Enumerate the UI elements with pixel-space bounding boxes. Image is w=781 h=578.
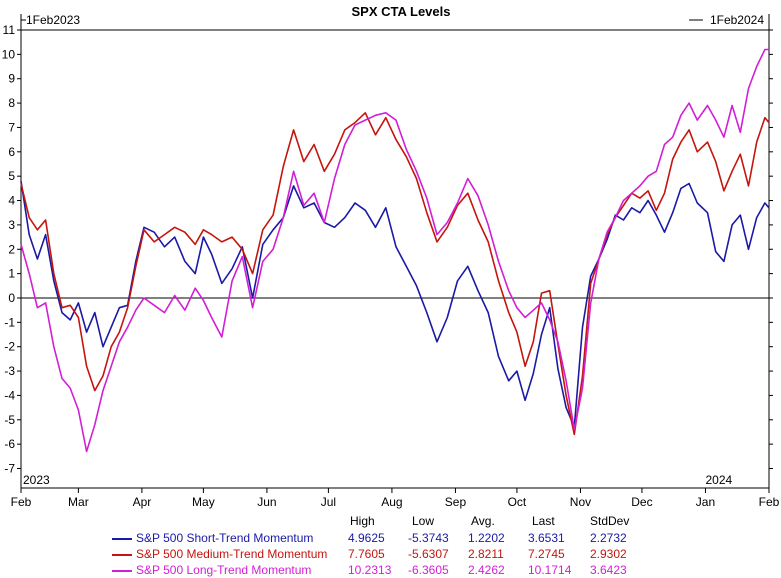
y-tick-label: 4: [8, 194, 15, 208]
legend-label-short: S&P 500 Short-Trend Momentum: [136, 531, 314, 545]
y-axis: -7 -6 -5 -4 -3 -2 -1 0 1 2 3 4 5 6 7 8 9 10 11: [2, 23, 773, 476]
header-low: Low: [412, 514, 435, 528]
legend-swatch-long: [112, 570, 132, 572]
y-tick-label: -6: [4, 437, 15, 451]
stat-stddev: 2.2732: [590, 531, 627, 545]
y-tick-label: -5: [4, 413, 15, 427]
stat-last: 3.6531: [528, 531, 565, 545]
x-tick-label: Dec: [631, 495, 652, 509]
x-tick-label: Nov: [570, 495, 591, 509]
series-line-2: [20, 48, 769, 453]
y-tick-label: 7: [8, 120, 15, 134]
y-tick-label: 2: [8, 242, 15, 256]
stat-high: 7.7605: [348, 547, 385, 561]
stat-last: 10.1714: [528, 563, 572, 577]
end-date-marker: 1Feb2024: [710, 13, 770, 30]
legend-swatch-short: [112, 538, 132, 540]
series-lines: [20, 48, 770, 453]
header-stddev: StdDev: [590, 514, 630, 528]
y-tick-label: -2: [4, 340, 15, 354]
y-tick-label: -4: [4, 388, 15, 402]
stat-stddev: 2.9302: [590, 547, 627, 561]
legend-row-medium: S&P 500 Medium-Trend Momentum 7.7605 -5.…: [112, 547, 672, 562]
stat-low: -6.3605: [408, 563, 449, 577]
y-tick-label: 0: [8, 291, 15, 305]
stat-low: -5.6307: [408, 547, 449, 561]
y-tick-label: 1: [8, 267, 15, 281]
x-tick-label: Oct: [508, 495, 527, 509]
y-tick-label: 8: [8, 96, 15, 110]
x-tick-label: Aug: [381, 495, 402, 509]
stats-header-row: High Low Avg. Last StdDev: [112, 514, 672, 529]
stat-low: -5.3743: [408, 531, 449, 545]
y-tick-label: 5: [8, 169, 15, 183]
y-tick-label: 9: [8, 72, 15, 86]
stat-high: 10.2313: [348, 563, 392, 577]
y-tick-label: -3: [4, 364, 15, 378]
y-tick-label: 11: [3, 23, 16, 37]
end-date-label: 1Feb2024: [710, 13, 764, 27]
stat-avg: 1.2202: [468, 531, 505, 545]
y-tick-label: -7: [4, 462, 15, 476]
y-tick-label: 10: [2, 47, 16, 61]
header-avg: Avg.: [471, 514, 495, 528]
stat-avg: 2.8211: [468, 547, 504, 561]
year-label-start: 2023: [23, 473, 50, 487]
start-date-marker: 1Feb2023: [20, 13, 80, 30]
header-last: Last: [532, 514, 555, 528]
legend-row-short: S&P 500 Short-Trend Momentum 4.9625 -5.3…: [112, 531, 672, 546]
year-label-end: 2024: [705, 473, 732, 487]
legend-label-medium: S&P 500 Medium-Trend Momentum: [136, 547, 328, 561]
x-axis: Feb Mar Apr May Jun Jul Aug Sep Oct Nov Dec Jan Feb: [11, 488, 780, 509]
legend-swatch-medium: [112, 554, 132, 556]
x-tick-label: Sep: [445, 495, 467, 509]
x-tick-label: Feb: [759, 495, 780, 509]
stat-last: 7.2745: [528, 547, 565, 561]
stat-stddev: 3.6423: [590, 563, 627, 577]
x-tick-label: Feb: [11, 495, 32, 509]
x-tick-label: Mar: [68, 495, 89, 509]
x-tick-label: Jul: [321, 495, 336, 509]
x-tick-label: May: [192, 495, 215, 509]
chart-title: SPX CTA Levels: [352, 4, 451, 19]
y-tick-label: 6: [8, 145, 15, 159]
x-tick-label: Apr: [133, 495, 152, 509]
x-tick-label: Jun: [257, 495, 276, 509]
x-tick-label: Jan: [696, 495, 715, 509]
plot-area: [20, 29, 770, 489]
y-tick-label: -1: [4, 315, 15, 329]
legend-label-long: S&P 500 Long-Trend Momentum: [136, 563, 312, 577]
legend-row-long: S&P 500 Long-Trend Momentum 10.2313 -6.3…: [112, 563, 672, 578]
y-tick-label: 3: [8, 218, 15, 232]
stat-high: 4.9625: [348, 531, 385, 545]
stat-avg: 2.4262: [468, 563, 505, 577]
series-line-0: [20, 180, 770, 428]
header-high: High: [350, 514, 375, 528]
start-date-label: 1Feb2023: [26, 13, 80, 27]
series-line-1: [20, 112, 770, 436]
